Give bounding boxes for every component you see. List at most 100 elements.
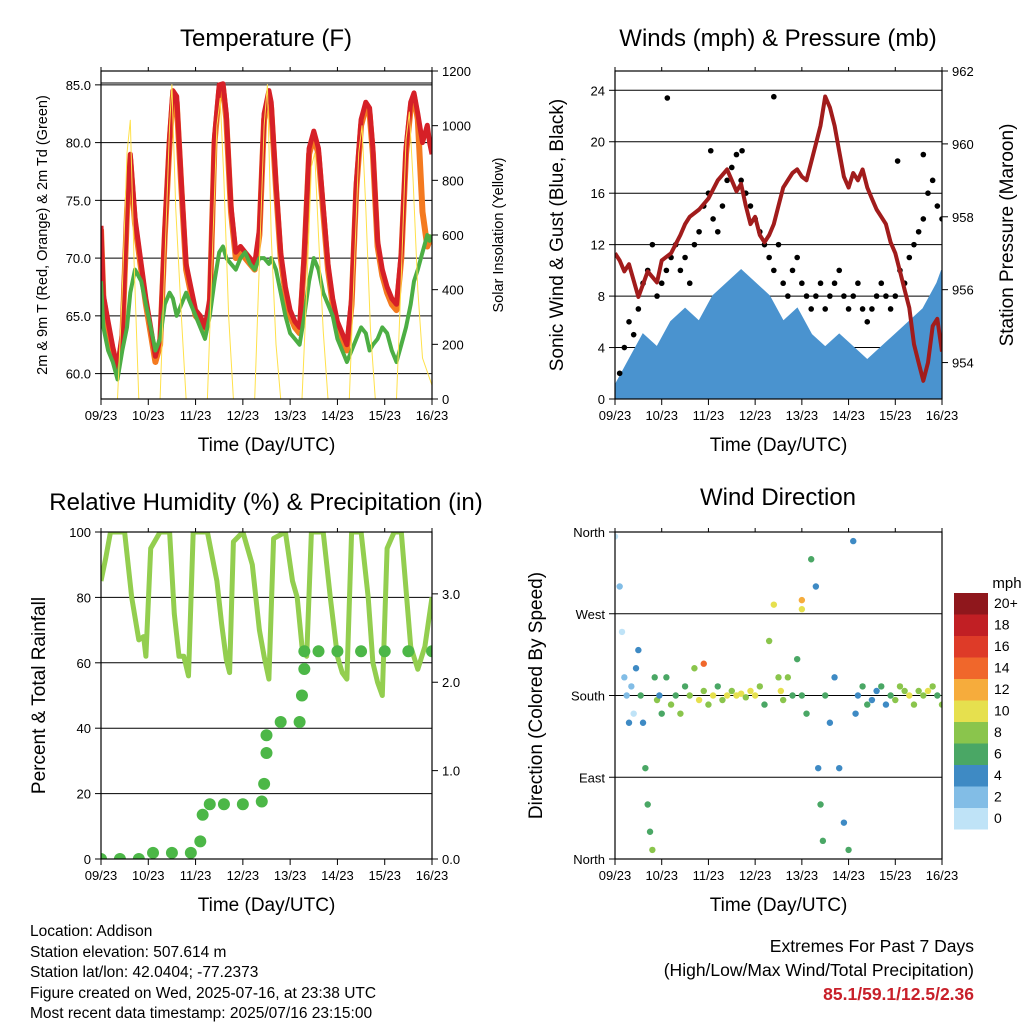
data-point xyxy=(826,719,834,726)
data-point xyxy=(789,692,796,699)
data-point xyxy=(775,674,782,681)
x-tick-label: 14/23 xyxy=(321,408,354,423)
data-point xyxy=(827,293,833,299)
plot-area xyxy=(615,93,942,399)
data-point xyxy=(794,254,800,261)
data-point xyxy=(621,674,628,681)
data-point xyxy=(623,692,630,699)
y2-tick-label: 1.0 xyxy=(442,764,460,779)
data-point xyxy=(298,645,311,658)
data-point xyxy=(803,710,810,717)
y-tick-label: West xyxy=(576,607,606,622)
data-point xyxy=(836,267,843,274)
data-point xyxy=(771,267,777,274)
data-point xyxy=(677,710,684,717)
data-point xyxy=(813,293,819,299)
data-point xyxy=(845,306,852,312)
data-point xyxy=(132,853,145,859)
data-point xyxy=(819,837,827,845)
data-point xyxy=(850,293,857,299)
data-point xyxy=(859,683,866,690)
x-tick-label: 12/23 xyxy=(739,408,772,423)
chart-title: Wind Direction xyxy=(700,484,856,511)
data-point xyxy=(873,687,880,695)
y2-tick-label: 1200 xyxy=(442,64,471,79)
legend-label: 8 xyxy=(994,724,1002,740)
series-line xyxy=(101,532,432,698)
data-point xyxy=(738,177,744,184)
data-point xyxy=(635,306,642,312)
legend-swatch xyxy=(954,786,988,808)
data-point xyxy=(775,241,782,248)
data-point xyxy=(672,692,679,699)
data-point xyxy=(822,306,829,312)
data-point xyxy=(236,798,249,811)
data-point xyxy=(831,674,838,681)
data-point xyxy=(709,692,717,699)
recent-text: Most recent data timestamp: 2025/07/16 2… xyxy=(30,1005,373,1022)
data-point xyxy=(719,696,726,704)
data-point xyxy=(808,556,815,563)
legend-swatch xyxy=(954,657,988,679)
chart-panel-4: Wind DirectionNorthEastSouthWestNorth09/… xyxy=(526,484,958,916)
data-point xyxy=(892,293,899,299)
y-axis-label: Sonic Wind & Gust (Blue, Black) xyxy=(547,99,568,371)
data-point xyxy=(723,692,731,699)
y-tick-label: 40 xyxy=(77,721,91,736)
legend-swatch xyxy=(954,679,988,701)
y-axis-label: 2m & 9m T (Red, Orange) & 2m Td (Green) xyxy=(35,95,51,375)
data-point xyxy=(868,696,876,704)
plot-area xyxy=(101,532,432,859)
data-point xyxy=(761,701,768,708)
data-point xyxy=(855,280,861,287)
data-point xyxy=(845,846,852,854)
data-point xyxy=(784,674,792,681)
legend-label: 10 xyxy=(994,703,1010,719)
data-point xyxy=(887,692,894,699)
y2-tick-label: 0 xyxy=(442,392,449,407)
data-point xyxy=(756,683,764,690)
data-point xyxy=(929,177,936,184)
chart-title: Winds (mph) & Pressure (mb) xyxy=(619,25,936,52)
data-point xyxy=(894,158,901,164)
data-point xyxy=(747,203,754,209)
legend-swatch xyxy=(954,700,988,722)
data-point xyxy=(426,645,432,658)
data-point xyxy=(780,280,786,287)
y-tick-label: 4 xyxy=(598,341,605,356)
legend-swatch xyxy=(954,722,988,744)
elevation-text: Station elevation: 507.614 m xyxy=(30,943,227,961)
x-tick-label: 16/23 xyxy=(926,868,959,883)
y2-tick-label: 2.0 xyxy=(442,675,460,690)
x-tick-label: 12/23 xyxy=(227,868,260,883)
data-point xyxy=(663,674,670,681)
data-point xyxy=(677,267,684,274)
x-tick-label: 11/23 xyxy=(693,868,725,883)
x-tick-label: 14/23 xyxy=(321,868,354,883)
x-axis-label: Time (Day/UTC) xyxy=(710,895,848,916)
y2-tick-label: 956 xyxy=(952,283,974,298)
y2-tick-label: 3.0 xyxy=(442,587,460,602)
data-point xyxy=(920,692,927,699)
y2-tick-label: 800 xyxy=(442,173,464,188)
data-point xyxy=(733,151,740,158)
data-point xyxy=(147,846,160,859)
x-tick-label: 12/23 xyxy=(739,868,772,883)
legend-label: 6 xyxy=(994,746,1002,762)
chart-title: Temperature (F) xyxy=(180,25,352,52)
data-point xyxy=(649,241,656,248)
data-point xyxy=(635,646,642,654)
plot-area xyxy=(615,533,942,854)
data-point xyxy=(165,846,178,859)
data-point xyxy=(817,801,824,808)
series-line xyxy=(101,233,432,382)
station-info: Location: Addison Station elevation: 507… xyxy=(30,922,376,1025)
legend-swatch xyxy=(954,636,988,658)
plot-area xyxy=(101,81,432,399)
legend-label: 20+ xyxy=(994,595,1018,611)
legend-label: 14 xyxy=(994,660,1010,676)
data-point xyxy=(882,701,890,708)
y2-tick-label: 400 xyxy=(442,283,464,298)
y-tick-label: South xyxy=(571,689,605,704)
